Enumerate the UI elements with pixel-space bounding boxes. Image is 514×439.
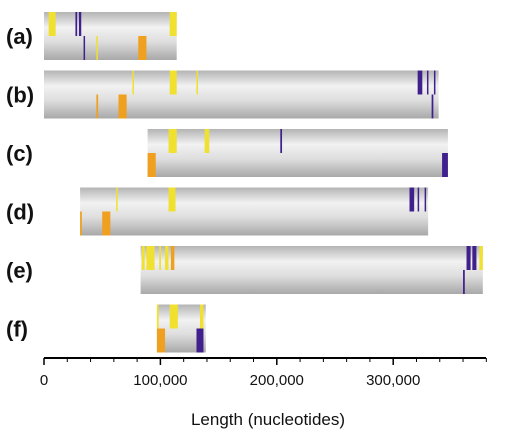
genome-row: (b) [6,70,439,119]
genome-label: (f) [6,317,28,342]
genome-row: (c) [6,129,448,177]
bottom-strand-feature-purple [431,94,434,119]
top-strand-feature-yellow [141,246,145,270]
bottom-strand-feature-purple [196,328,204,353]
top-strand-feature-yellow [204,129,210,153]
bottom-strand-feature-orange [156,328,166,353]
top-strand-feature-purple [433,70,436,95]
bottom-strand-feature-orange [138,36,147,60]
top-strand-feature-yellow [156,304,159,329]
genome-bar [147,129,448,177]
bottom-strand-feature-purple [83,36,86,60]
top-strand-feature-yellow [48,12,56,36]
genome-label: (c) [6,141,33,166]
top-strand-feature-yellow [199,304,204,329]
genome-bar [140,246,483,294]
genome-row: (a) [6,12,177,60]
top-strand-feature-purple [75,12,78,36]
x-tick-label: 0 [40,372,48,389]
top-strand-feature-yellow [479,246,483,270]
x-axis-title: Length (nucleotides) [191,410,345,429]
genome-label: (d) [6,200,34,225]
bottom-strand-feature-purple [463,270,465,294]
top-strand-feature-yellow [159,246,161,270]
top-strand-feature-yellow [132,70,134,95]
top-strand-feature-purple [472,246,477,270]
genome-bar [80,187,429,236]
bottom-strand-feature-orange [80,211,82,236]
top-strand-feature-purple [280,129,283,153]
top-strand-feature-purple [466,246,471,270]
top-strand-feature-yellow [169,70,177,95]
top-strand-feature-yellow [168,187,176,212]
bottom-strand-feature-purple [442,153,448,177]
top-strand-feature-yellow [196,70,198,95]
genome-label: (e) [6,258,33,283]
genome-label: (a) [6,24,33,49]
top-strand-feature-purple [417,187,420,212]
genome-row: (f) [6,304,206,353]
genome-bar [44,70,439,119]
x-tick-label: 200,000 [250,372,304,389]
top-strand-feature-purple [417,70,423,95]
genome-row: (e) [6,246,483,294]
x-tick-label: 100,000 [133,372,187,389]
top-strand-feature-yellow [168,129,177,153]
bottom-strand-feature-orange [147,153,156,177]
x-axis: 0 100,000 200,000 300,000 Length (nucleotid… [40,357,487,429]
top-strand-feature-yellow [116,187,118,212]
genome-rows: (a) (b) (c) (d) (e) (f) [6,12,483,353]
genome-row: (d) [6,187,429,236]
bottom-strand-feature-orange [102,211,111,236]
top-strand-feature-purple [409,187,415,212]
top-strand-feature-yellow [169,304,178,329]
top-strand-feature-yellow [165,246,169,270]
top-strand-feature-purple [426,70,429,95]
top-strand-feature-orange [170,246,175,270]
x-tick-label: 300,000 [366,372,420,389]
bottom-strand-feature-orange [118,94,127,119]
top-strand-feature-yellow [169,12,177,36]
genome-label: (b) [6,83,34,108]
top-strand-feature-purple [78,12,82,36]
top-strand-feature-purple [424,187,427,212]
bottom-strand-feature-orange [96,94,99,119]
x-axis-ticks: 0 100,000 200,000 300,000 [40,358,487,389]
bottom-strand-feature-yellow [96,36,98,60]
top-strand-feature-yellow [146,246,155,270]
genome-bar [44,12,177,60]
